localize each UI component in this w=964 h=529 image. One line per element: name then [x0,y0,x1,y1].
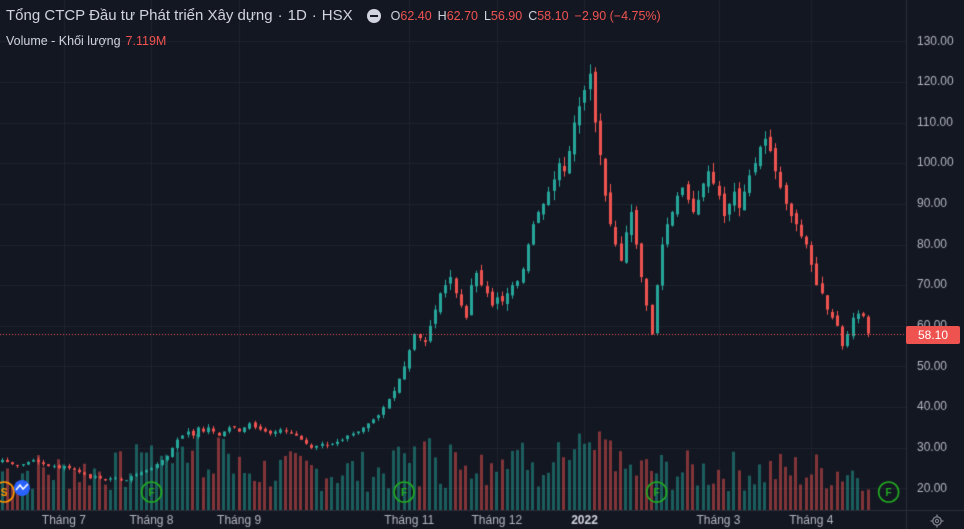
high-label: H [437,8,447,23]
legend-dot: · [311,7,317,24]
legend-dot: · [277,7,283,24]
volume-label: Volume - Khối lượng [6,34,121,48]
open-value: 62.40 [400,8,432,23]
symbol-legend: Tổng CTCP Đầu tư Phát triển Xây dựng · 1… [6,7,661,24]
gear-icon[interactable] [930,514,944,528]
hide-series-icon[interactable] [366,8,381,23]
close-value: 58.10 [537,8,569,23]
low-value: 56.90 [490,8,523,23]
change-value: −2.90 (−4.75%) [574,8,661,23]
open-label: O [390,8,401,23]
ohlc-values: O62.40 H62.70 L56.90 C58.10 −2.90 (−4.75… [391,9,661,23]
symbol-title: Tổng CTCP Đầu tư Phát triển Xây dựng [6,7,273,24]
interval-label[interactable]: 1D [287,7,307,24]
close-label: C [528,8,538,23]
volume-legend: Volume - Khối lượng 7.119M [6,34,166,48]
low-label: L [483,8,491,23]
exchange-label: HSX [321,7,353,24]
volume-value: 7.119M [125,34,167,48]
high-value: 62.70 [446,8,478,23]
last-price-badge: 58.10 [906,325,960,344]
